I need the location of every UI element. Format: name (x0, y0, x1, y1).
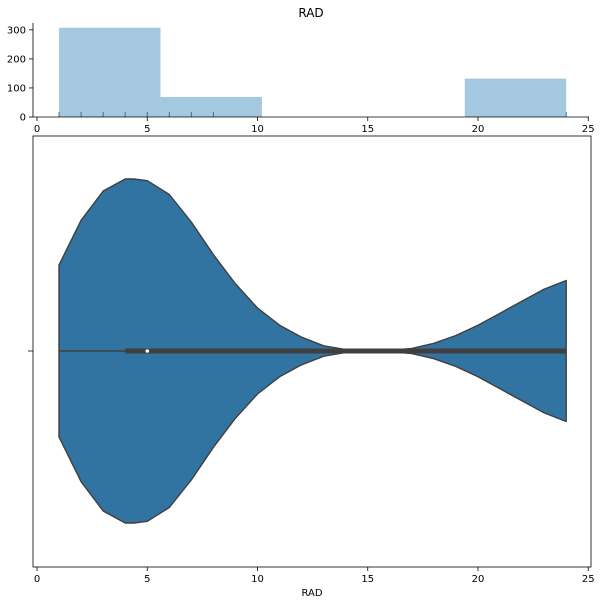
histogram-y-tick-label: 200 (7, 54, 26, 65)
histogram-x-tick-label: 10 (251, 124, 264, 135)
histogram-bar-0 (59, 27, 161, 118)
violin-x-tick-label: 5 (144, 574, 150, 585)
histogram-x-tick-label: 15 (361, 124, 374, 135)
violin-x-tick-label: 15 (361, 574, 374, 585)
violin-panel: 0 5 10 15 20 25 RAD (28, 135, 595, 599)
violin-x-ticks: 0 5 10 15 20 25 (34, 567, 595, 585)
histogram-y-tick-label: 0 (20, 113, 26, 124)
histogram-y-tick-label: 100 (7, 83, 26, 94)
histogram-x-tick-label: 0 (34, 124, 40, 135)
violin-x-tick-label: 0 (34, 574, 40, 585)
histogram-x-tick-label: 5 (144, 124, 150, 135)
histogram-bars (59, 27, 567, 118)
histogram-panel: RAD 0 100 200 300 0 5 10 15 20 25 (7, 6, 595, 135)
histogram-x-tick-label: 20 (472, 124, 485, 135)
histogram-x-tick-label: 25 (582, 124, 595, 135)
violin-frame (32, 135, 592, 568)
histogram-rug (58, 112, 567, 117)
violin-x-tick-label: 20 (472, 574, 485, 585)
violin-x-tick-label: 25 (582, 574, 595, 585)
chart-title: RAD (298, 6, 323, 20)
violin-x-tick-label: 10 (251, 574, 264, 585)
histogram-bar-4 (464, 78, 567, 117)
histogram-bar-1 (160, 96, 262, 117)
violin-median-dot (145, 349, 150, 353)
histogram-x-ticks: 0 5 10 15 20 25 (34, 117, 595, 135)
violin-x-axis-label: RAD (301, 588, 322, 599)
histogram-y-ticks: 0 100 200 300 (7, 25, 33, 124)
histogram-y-tick-label: 300 (7, 25, 26, 36)
